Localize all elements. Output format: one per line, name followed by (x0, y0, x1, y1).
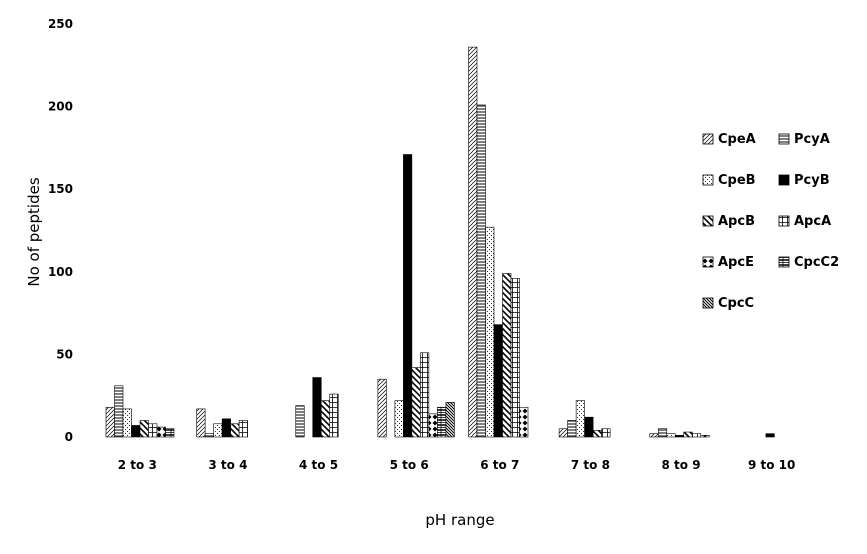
bar-cpcc2-3 (437, 406, 447, 438)
y-tick-label: 100 (48, 265, 73, 279)
bar-apca-5 (601, 428, 611, 438)
x-tick-label: 5 to 6 (390, 458, 429, 472)
bar-cpeb-3 (394, 400, 404, 438)
bar-pcyb-3 (403, 154, 413, 438)
x-tick-label: 3 to 4 (208, 458, 247, 472)
bar-cpeb-0 (122, 408, 132, 438)
x-tick-label: 6 to 7 (480, 458, 519, 472)
legend-swatch-pcya (778, 133, 790, 145)
x-axis: 2 to 3 3 to 4 4 to 5 5 to 6 6 to 7 7 to 8 8 to… (118, 458, 796, 472)
x-tick-label: 7 to 8 (571, 458, 610, 472)
legend-swatch-apce (702, 256, 714, 268)
x-tick-label: 2 to 3 (118, 458, 157, 472)
bar-pcya-0 (114, 385, 124, 438)
bar-apca-6 (691, 433, 702, 438)
x-axis-title: pH range (425, 511, 494, 529)
bar-pcyb-0 (131, 425, 141, 438)
bar-apcb-1 (230, 423, 240, 438)
bar-cpeb-4 (485, 226, 495, 438)
legend-swatch-apcb (702, 215, 714, 227)
bar-apca-4 (510, 278, 520, 438)
legend-label-apce: ApcE (718, 255, 754, 270)
bar-pcyb-1 (221, 418, 231, 438)
bar-pcyb-4 (493, 324, 503, 438)
bar-cpcc2-0 (165, 428, 175, 438)
bar-pcyb-2 (312, 377, 322, 438)
y-tick-label: 50 (56, 347, 73, 361)
legend-label-cpeb: CpeB (718, 173, 756, 188)
x-tick-label: 4 to 5 (299, 458, 338, 472)
bar-cpea-3 (377, 378, 387, 438)
legend-swatch-pcyb (778, 174, 790, 186)
x-tick-label: 9 to 10 (748, 458, 795, 472)
legend-label-cpea: CpeA (718, 132, 756, 147)
bar-pcya-5 (567, 420, 577, 438)
bar-cpea-1 (196, 408, 206, 438)
legend-label-pcyb: PcyB (794, 173, 830, 188)
bar-cpea-6 (649, 433, 659, 438)
y-tick-label: 200 (48, 100, 73, 114)
bar-apcb-4 (502, 273, 512, 438)
bar-pcyb-5 (584, 416, 594, 438)
bar-cpeb-6 (666, 433, 676, 438)
bar-pcyb-7 (765, 433, 775, 438)
bar-apce-3 (428, 413, 438, 438)
bar-apca-2 (329, 393, 339, 438)
bar-pcya-4 (476, 104, 486, 438)
legend-swatch-cpcc2 (778, 256, 790, 268)
legend-swatch-cpeb (702, 174, 714, 186)
bar-cpeb-5 (575, 400, 585, 438)
bar-apcb-6 (683, 431, 693, 438)
x-tick-label: 8 to 9 (662, 458, 701, 472)
bar-apcb-3 (411, 367, 421, 438)
legend-label-apcb: ApcB (718, 214, 755, 229)
bar-cpeb-1 (213, 423, 223, 438)
bar-pcya-6 (657, 428, 668, 438)
bar-cpcc-3 (445, 402, 455, 438)
bar-cpea-0 (105, 406, 115, 438)
bar-apcb-2 (320, 400, 331, 438)
bar-cpea-5 (558, 428, 568, 438)
legend-swatch-cpcc (702, 297, 714, 309)
bar-pcya-1 (204, 433, 214, 438)
bar-apce-0 (156, 426, 166, 438)
bar-apce-6 (700, 435, 710, 438)
legend-label-cpcc2: CpcC2 (794, 255, 839, 270)
bar-pcyb-6 (674, 435, 685, 438)
bar-apcb-0 (139, 420, 149, 438)
bar-apca-0 (148, 423, 158, 438)
bar-apce-4 (519, 406, 529, 438)
y-tick-label: 0 (65, 430, 73, 444)
bars (105, 46, 775, 438)
y-tick-label: 250 (48, 17, 73, 31)
legend-label-apca: ApcA (794, 214, 831, 229)
legend-swatch-apca (778, 215, 790, 227)
legend-label-cpcc: CpcC (718, 296, 754, 311)
y-axis-title: No of peptides (25, 177, 43, 286)
bar-apcb-5 (592, 430, 602, 438)
y-tick-label: 150 (48, 182, 73, 196)
bar-cpea-4 (468, 46, 478, 438)
legend-swatch-cpea (702, 133, 714, 145)
bar-apca-3 (420, 352, 430, 438)
y-axis: 0 50 100 150 200 250 (48, 17, 73, 444)
bar-apca-1 (238, 420, 248, 438)
bar-pcya-2 (295, 405, 305, 438)
legend-label-pcya: PcyA (794, 132, 830, 147)
legend: CpeA PcyA CpeB PcyB ApcB ApcA ApcE CpcC2 CpcC (702, 132, 839, 311)
